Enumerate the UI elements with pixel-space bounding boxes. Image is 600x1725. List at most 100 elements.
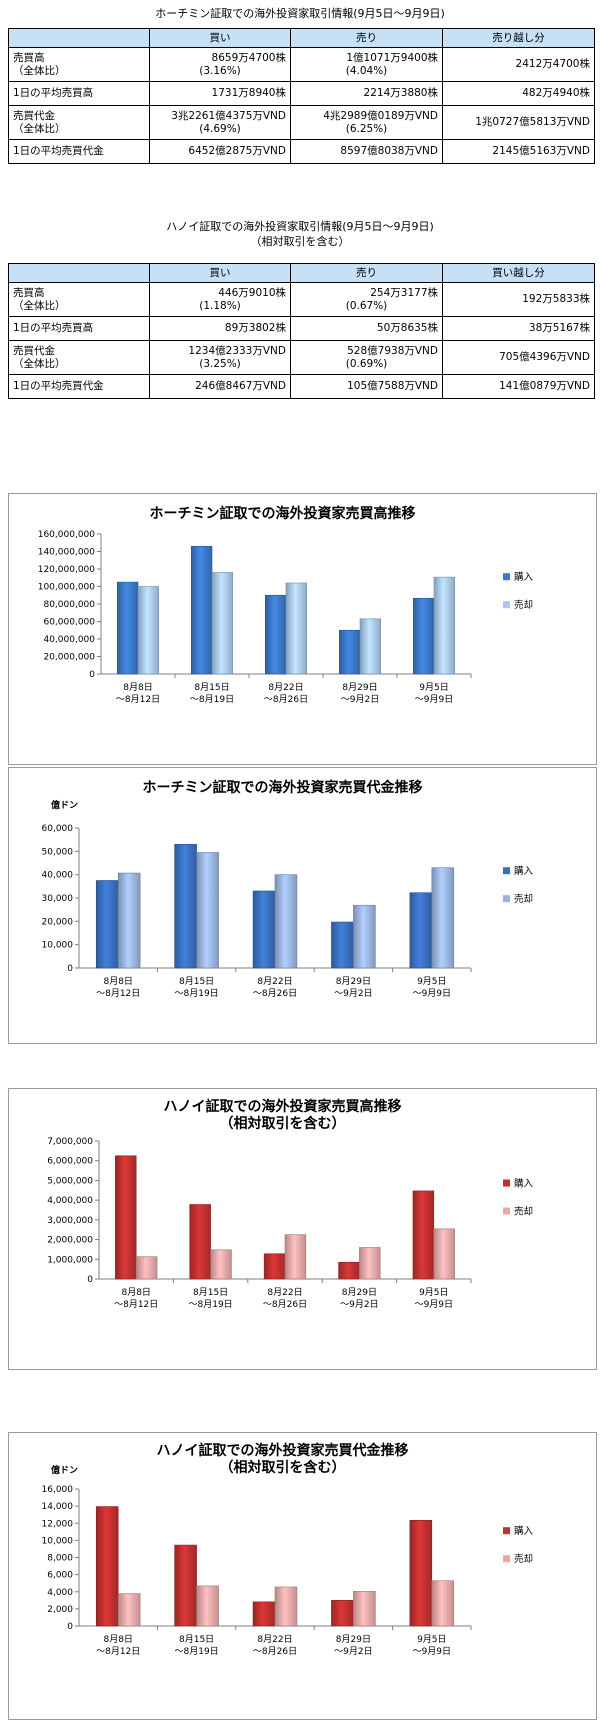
x-category-label: ～8月26日 <box>253 1646 297 1657</box>
value-line: 8597億8038万VND <box>340 145 438 157</box>
row-header-line: 1日の平均売買代金 <box>13 145 104 157</box>
row-header-line: 売買高 <box>13 51 45 64</box>
y-tick-label: 6,000,000 <box>47 1157 93 1167</box>
chart3-panel: ハノイ証取での海外投資家売買高推移 （相対取引を含む） 0 1,000,000 2,00… <box>8 1088 597 1370</box>
row-header-cell: 売買高 （全体比） <box>8 47 150 82</box>
x-category-label: 9月5日 <box>419 1287 448 1298</box>
table-row: 1日の平均売買高 89万3802株 50万8635株 38万5167株 <box>8 316 595 341</box>
x-category-label: 8月15日 <box>179 976 214 987</box>
y-tick-label: 40,000,000 <box>43 635 95 645</box>
x-category-label: 8月29日 <box>342 1287 377 1298</box>
bar-buy <box>264 594 287 675</box>
legend-swatch <box>503 601 510 609</box>
y-tick-label: 0 <box>87 1275 93 1285</box>
bar-buy <box>331 921 354 969</box>
y-tick-label: 10,000 <box>42 941 74 951</box>
value-cell: 254万3177株 (0.67%) <box>290 282 443 317</box>
value-line: 446万9010株 <box>218 286 286 299</box>
value-cell: 528億7938万VND (0.69%) <box>290 340 443 375</box>
x-category-label: ～9月2日 <box>340 1299 378 1310</box>
value-cell: 2145億5163万VND <box>442 139 595 164</box>
value-line: 3兆2261億4375万VND <box>171 109 286 122</box>
bar-sell <box>196 852 219 969</box>
x-category-label: ～9月9日 <box>415 1299 453 1310</box>
value-cell: 482万4940株 <box>442 81 595 106</box>
x-category-label: 9月5日 <box>419 682 448 693</box>
x-category-label: ～8月19日 <box>190 694 234 705</box>
x-category-label: 8月22日 <box>257 976 292 987</box>
y-tick-label: 12,000 <box>42 1519 74 1529</box>
bar-sell <box>274 874 298 969</box>
bar-buy <box>331 1600 354 1627</box>
value-cell: 50万8635株 <box>290 316 443 341</box>
bar-sell <box>284 1234 307 1280</box>
value-line: 1731万8940株 <box>211 87 286 99</box>
y-tick-label: 4,000,000 <box>47 1196 93 1206</box>
table-header-cell: 買い <box>149 28 291 48</box>
bar-sell <box>359 618 382 675</box>
value-line: 246億8467万VND <box>195 380 286 392</box>
value-cell: 2214万3880株 <box>290 81 443 106</box>
bar-buy <box>338 629 361 675</box>
table-header-cell: 買い越し分 <box>442 263 595 283</box>
bar-buy <box>409 1520 433 1627</box>
row-header-line: （全体比） <box>13 122 66 135</box>
table-row: 1日の平均売買代金 246億8467万VND 105億7588万VND 141億087… <box>8 374 595 399</box>
value-line: 1億1071万9400株 <box>346 51 438 64</box>
table-header-cell <box>8 263 150 283</box>
bar-buy <box>115 1155 137 1280</box>
y-tick-label: 2,000 <box>47 1605 73 1615</box>
y-tick-label: 20,000 <box>42 917 74 927</box>
x-category-label: ～8月12日 <box>96 1646 140 1657</box>
x-category-label: 8月29日 <box>336 1634 371 1645</box>
table1-title: ホーチミン証取での海外投資家取引情報(9月5日～9月9日) <box>155 7 445 20</box>
row-header-cell: 売買高 （全体比） <box>8 282 150 317</box>
table1: 買い 売り 売り越し分 売買高 （全体比） 8659万4700株 (3.16%) 1億1071… <box>8 28 595 164</box>
x-category-label: 8月22日 <box>267 1287 302 1298</box>
value-line: 2412万4700株 <box>515 58 590 70</box>
bar-sell <box>431 1580 455 1627</box>
y-axis-unit-label: 億ドン <box>51 799 78 811</box>
value-line: 192万5833株 <box>522 293 590 305</box>
table-header-cell: 売り <box>290 28 443 48</box>
x-category-label: 8月22日 <box>268 682 303 693</box>
bar-buy <box>412 597 435 675</box>
legend-swatch <box>503 1527 510 1535</box>
chart-title: （相対取引を含む） <box>220 1115 346 1132</box>
y-tick-label: 16,000 <box>42 1485 74 1495</box>
bar-buy <box>263 1253 286 1280</box>
value-cell: 1兆0727億5813万VND <box>442 105 595 140</box>
x-category-label: 8月8日 <box>123 682 152 693</box>
bar-buy <box>338 1261 360 1280</box>
value-line: 141億0879万VND <box>499 380 590 392</box>
ratio-line: (0.67%) <box>345 299 388 312</box>
value-line: 705億4396万VND <box>499 351 590 363</box>
table2-title: ハノイ証取での海外投資家取引情報(9月5日～9月9日) （相対取引を含む） <box>0 219 600 249</box>
row-header-line: （全体比） <box>13 299 66 312</box>
value-cell: 8597億8038万VND <box>290 139 443 164</box>
value-cell: 89万3802株 <box>149 316 291 341</box>
value-line: 50万8635株 <box>376 322 438 334</box>
y-tick-label: 80,000,000 <box>43 600 95 610</box>
value-cell: 6452億2875万VND <box>149 139 291 164</box>
legend-label: 購入 <box>514 865 534 877</box>
bar-buy <box>116 581 139 675</box>
row-header-cell: 売買代金 （全体比） <box>8 105 150 140</box>
y-tick-label: 0 <box>67 964 73 974</box>
y-tick-label: 50,000 <box>42 847 74 857</box>
table-row: 1日の平均売買高 1731万8940株 2214万3880株 482万4940株 <box>8 81 595 106</box>
chart2-panel: ホーチミン証取での海外投資家売買代金推移 億ドン 0 10,000 20,000 30,0… <box>8 767 597 1044</box>
ratio-line: (0.69%) <box>345 357 388 370</box>
row-header-line: 1日の平均売買代金 <box>13 380 104 392</box>
table2: 買い 売り 買い越し分 売買高 （全体比） 446万9010株 (1.18%) 254万317… <box>8 263 595 399</box>
table-header-row: 買い 売り 売り越し分 <box>8 28 595 48</box>
y-tick-label: 14,000 <box>42 1502 74 1512</box>
bar-sell <box>433 1228 455 1280</box>
bar-sell <box>353 904 376 969</box>
row-header-line: 売買高 <box>13 286 45 299</box>
bar-buy <box>409 892 433 969</box>
bar-buy <box>252 890 276 969</box>
chart1-panel: ホーチミン証取での海外投資家売買高推移 0 20,000,000 40,000,000… <box>8 493 597 765</box>
x-category-label: ～8月26日 <box>263 1299 307 1310</box>
x-category-label: 8月15日 <box>193 1287 228 1298</box>
